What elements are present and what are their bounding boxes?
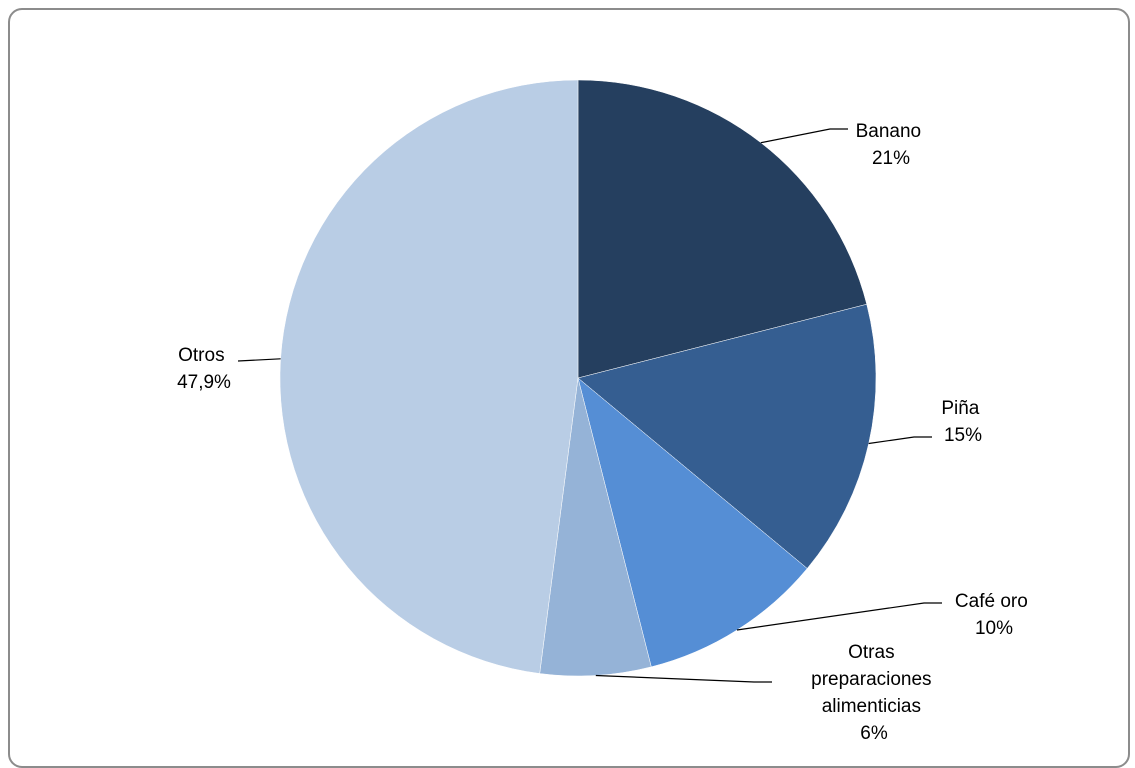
pie-slice-otros [279, 79, 579, 674]
leader-line-banano [760, 128, 848, 144]
leader-line-caf-oro [736, 602, 942, 631]
label-banano-name: Banano [856, 121, 922, 142]
label-otras-line1: Otras [848, 642, 894, 663]
label-pina-value: 15% [944, 425, 982, 446]
leader-line-pi-a [868, 436, 932, 445]
label-cafe-oro-value: 10% [975, 618, 1013, 639]
leader-lines [237, 128, 942, 683]
label-otras-line2: preparaciones [811, 669, 931, 690]
label-pina: Piña 15% [941, 398, 984, 446]
label-cafe-oro-name: Café oro [955, 591, 1028, 612]
pie-chart: Banano 21% Piña 15% Café oro 10% Otras p… [177, 79, 1033, 744]
label-otras-value: 6% [860, 723, 888, 744]
pie-slices [279, 79, 877, 677]
label-otras-preparaciones: Otras preparaciones alimenticias 6% [811, 642, 937, 744]
label-pina-name: Piña [941, 398, 979, 419]
label-cafe-oro: Café oro 10% [955, 591, 1033, 639]
label-otros-value: 47,9% [177, 372, 231, 393]
leader-line-otras-preparaciones-alimenticias [595, 674, 772, 683]
label-banano: Banano 21% [856, 121, 927, 169]
label-otros: Otros 47,9% [177, 345, 231, 393]
label-banano-value: 21% [872, 148, 910, 169]
label-otras-line3: alimenticias [822, 696, 921, 717]
leader-line-otros [237, 358, 281, 362]
label-otros-name: Otros [178, 345, 224, 366]
